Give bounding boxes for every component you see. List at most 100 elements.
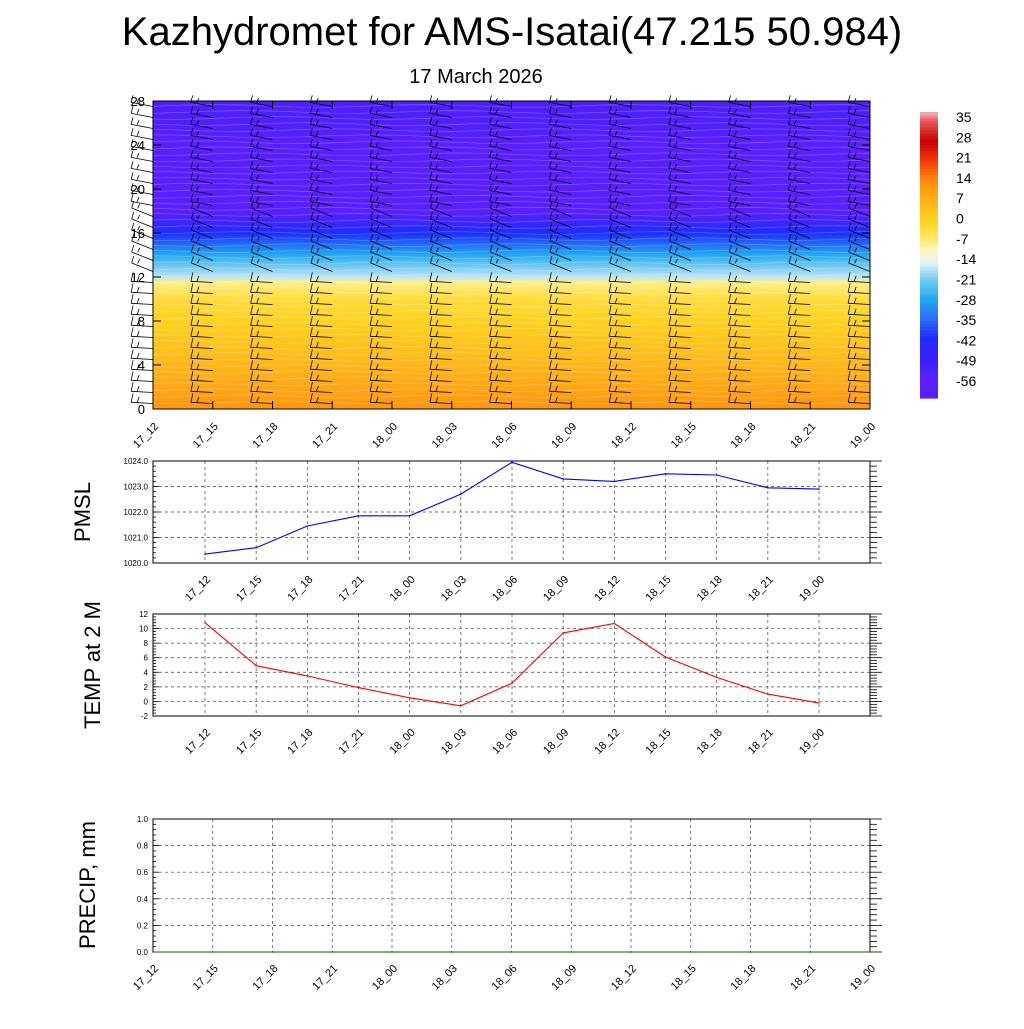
wind-barb-flag <box>256 203 260 209</box>
wind-barb-flag <box>375 109 379 114</box>
wind-barb-flag <box>793 396 797 403</box>
wind-barb-flag <box>554 330 558 337</box>
wind-barb-flag <box>435 109 439 114</box>
wind-barb-shaft <box>251 262 273 272</box>
wind-barb-flag <box>728 272 732 282</box>
wind-barb-flag <box>554 363 558 370</box>
wind-barb-flag <box>375 197 379 202</box>
wind-barb-flag <box>554 308 558 315</box>
wind-barb-flag <box>787 283 791 293</box>
wind-barb-flag <box>728 117 731 125</box>
isotherm-line <box>152 188 871 193</box>
x-tick-label: 17_21 <box>310 421 340 451</box>
wind-barb-flag <box>614 286 618 293</box>
wind-barb-shaft <box>190 157 213 162</box>
wind-barb-shaft <box>668 368 691 371</box>
wind-barb-flag <box>793 297 797 304</box>
y-tick-label: 8 <box>138 314 145 329</box>
wind-barb-shaft <box>430 251 452 261</box>
wind-barb-flag <box>853 131 857 136</box>
cross-section-panel: 0 4 8 12 16 20 24 28 17_12 17_15 17_18 17_21 18_00 18… <box>131 94 879 451</box>
wind-barb-flag <box>489 349 493 359</box>
wind-barb-flag <box>848 211 852 220</box>
wind-barb-flag <box>495 214 499 220</box>
wind-barb-flag <box>191 211 194 220</box>
wind-barb-shaft <box>429 368 452 371</box>
colorbar-swatch <box>920 141 938 146</box>
wind-barb-flag <box>787 128 791 136</box>
wind-barb-flag <box>256 363 259 370</box>
wind-barb-flag <box>793 120 797 125</box>
wind-barb-flag <box>853 297 857 304</box>
wind-barb-flag <box>316 247 320 253</box>
x-tick-label: 17_21 <box>310 963 340 993</box>
wind-barb-flag <box>793 308 797 315</box>
wind-barb-flag <box>309 294 313 304</box>
x-tick-label: 18_00 <box>388 727 418 757</box>
wind-barb-flag <box>608 172 612 180</box>
wind-barb-shaft <box>728 190 751 195</box>
colorbar-swatch <box>920 228 938 232</box>
wind-barb-shaft <box>191 229 213 239</box>
wind-barb-flag <box>309 360 313 370</box>
wind-barb-flag <box>614 308 618 315</box>
wind-barb-shaft <box>190 390 213 393</box>
wind-barb-flag <box>190 161 194 169</box>
wind-barb-flag <box>495 385 498 392</box>
data-point <box>630 951 632 953</box>
wind-barb-flag <box>369 139 373 147</box>
colorbar-swatch <box>920 234 938 238</box>
wind-barb-flag <box>668 338 672 348</box>
wind-barb-flag <box>429 393 433 403</box>
x-tick-label: 17_21 <box>337 574 367 604</box>
colorbar-swatch <box>920 275 938 280</box>
wind-barb-shaft <box>728 201 751 206</box>
wind-barb-flag <box>190 393 194 403</box>
wind-barb-shaft <box>848 324 871 327</box>
wind-barb-shaft <box>310 168 333 173</box>
wind-barb-flag <box>794 214 798 220</box>
colorbar-swatch <box>920 195 938 199</box>
y-tick-label: 24 <box>131 138 145 153</box>
wind-barb-flag <box>853 396 857 403</box>
x-tick-label: 18_06 <box>490 421 520 451</box>
wind-barb-shaft <box>609 218 632 228</box>
wind-barb-flag <box>130 349 134 359</box>
wind-barb-shaft <box>788 113 811 118</box>
wind-barb-flag <box>674 319 678 326</box>
wind-barb-flag <box>495 164 498 169</box>
wind-barb-flag <box>369 194 373 202</box>
wind-barb-flag <box>435 396 439 403</box>
y-tick-label: 1023.0 <box>124 483 149 492</box>
wind-barb-flag <box>614 341 618 348</box>
wind-barb-flag <box>370 244 374 253</box>
wind-barb-shaft <box>310 251 333 261</box>
wind-barb-shaft <box>728 102 751 107</box>
y-tick-label: 0.2 <box>137 921 149 930</box>
wind-barb-flag <box>854 258 858 264</box>
wind-barb-shaft <box>489 401 512 404</box>
wind-barb-flag <box>847 283 851 293</box>
data-point <box>451 951 453 953</box>
wind-barb-flag <box>197 214 200 220</box>
wind-barb-shaft <box>668 346 691 349</box>
wind-barb-shaft <box>489 168 512 173</box>
wind-barb-flag <box>554 341 558 348</box>
colorbar-swatch <box>920 198 938 202</box>
colorbar-swatch <box>920 162 938 167</box>
wind-barb-shaft <box>489 390 512 393</box>
wind-barb-shaft <box>131 357 154 360</box>
colorbar-swatch <box>920 350 938 354</box>
wind-barb-flag <box>130 128 134 136</box>
wind-barb-flag <box>674 297 678 304</box>
colorbar-swatch <box>920 272 938 277</box>
wind-barb-flag <box>369 150 373 158</box>
wind-barb-flag <box>429 172 433 180</box>
wind-barb-flag <box>197 247 200 253</box>
wind-barb-flag <box>309 305 313 315</box>
wind-barb-shaft <box>190 324 213 327</box>
wind-barb-flag <box>309 139 313 147</box>
data-point <box>664 656 667 658</box>
wind-barb-flag <box>847 393 851 403</box>
wind-barb-flag <box>489 371 493 381</box>
